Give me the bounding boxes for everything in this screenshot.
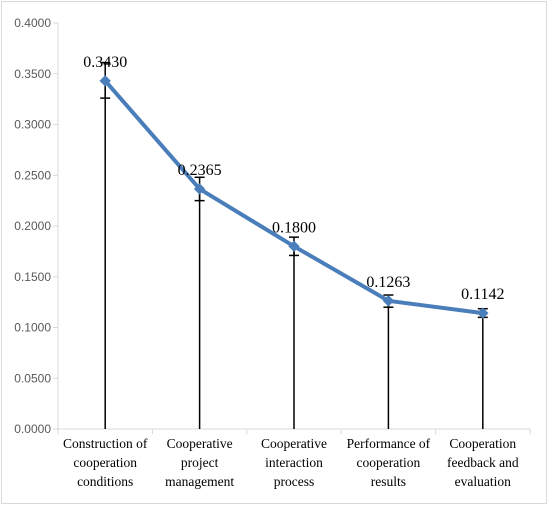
category-label: Construction of bbox=[63, 436, 148, 451]
data-markers bbox=[99, 75, 489, 319]
data-label: 0.2365 bbox=[178, 162, 222, 179]
category-label: Cooperative bbox=[167, 436, 233, 451]
y-tick-label: 0.0000 bbox=[14, 422, 51, 436]
data-labels: 0.3430 0.2365 0.1800 0.1263 0.1142 bbox=[83, 54, 504, 303]
data-point-marker bbox=[99, 75, 111, 87]
data-label: 0.1142 bbox=[461, 286, 504, 303]
y-tick-label: 0.3000 bbox=[14, 118, 51, 132]
category-label: interaction bbox=[265, 455, 323, 470]
data-label: 0.1263 bbox=[366, 274, 410, 291]
category-label: Performance of bbox=[347, 436, 431, 451]
y-tick-label: 0.3500 bbox=[14, 67, 51, 81]
data-point-marker bbox=[382, 295, 395, 307]
category-label: project bbox=[181, 455, 219, 470]
category-label: conditions bbox=[77, 474, 133, 489]
data-point-marker bbox=[193, 183, 206, 195]
data-point-marker bbox=[477, 307, 489, 319]
x-axis bbox=[57, 428, 531, 434]
y-axis: 0.0000 0.0500 0.1000 0.1500 0.2000 0.2500 0.30… bbox=[14, 16, 59, 436]
category-labels: Construction of cooperation conditions Coop… bbox=[63, 436, 519, 489]
data-label: 0.3430 bbox=[83, 54, 127, 71]
category-label: evaluation bbox=[455, 474, 511, 489]
y-tick-label: 0.0500 bbox=[14, 371, 51, 385]
category-label: cooperation bbox=[73, 455, 137, 470]
y-tick-label: 0.1500 bbox=[14, 270, 51, 284]
category-label: feedback and bbox=[447, 455, 519, 470]
data-label: 0.1800 bbox=[272, 219, 316, 236]
category-label: process bbox=[274, 474, 315, 489]
data-point-marker bbox=[288, 240, 300, 253]
category-label: results bbox=[371, 474, 406, 489]
category-label: Cooperative bbox=[261, 436, 327, 451]
y-tick-label: 0.1000 bbox=[14, 321, 51, 335]
y-tick-label: 0.4000 bbox=[14, 16, 51, 30]
category-label: cooperation bbox=[357, 455, 421, 470]
category-label: Cooperation bbox=[449, 436, 516, 451]
drop-lines bbox=[104, 80, 484, 429]
y-tick-label: 0.2000 bbox=[14, 219, 51, 233]
y-tick-label: 0.2500 bbox=[14, 168, 51, 182]
category-label: management bbox=[165, 474, 234, 489]
